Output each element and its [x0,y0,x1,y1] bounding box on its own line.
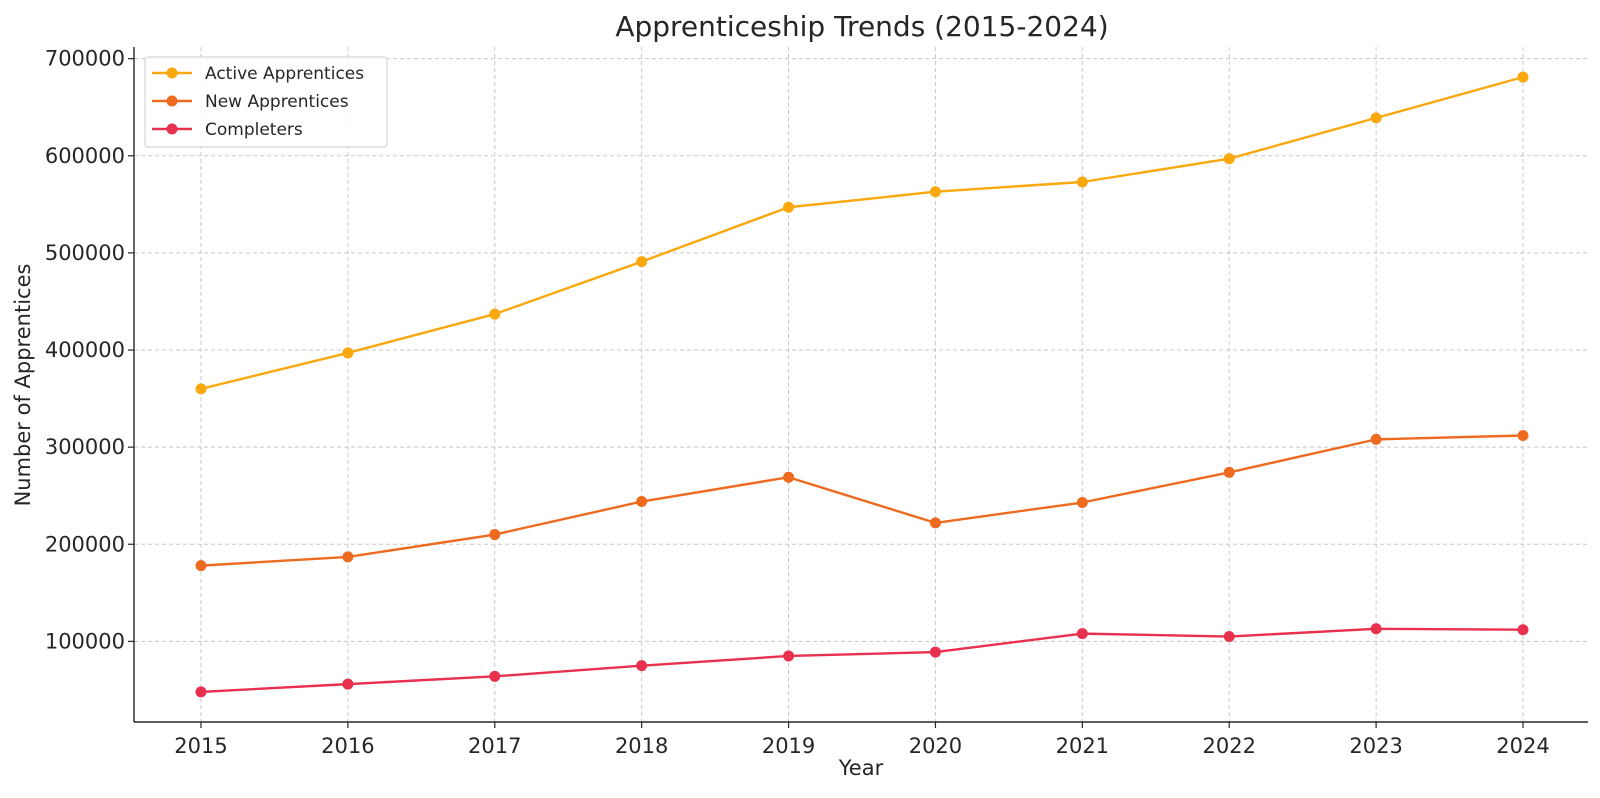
series-active-apprentices [195,71,1529,395]
data-point [195,686,207,698]
data-point [489,308,501,320]
data-point [195,560,207,572]
series-line [200,627,1524,694]
x-tick-label: 2024 [1496,734,1549,758]
series-line [200,75,1524,391]
data-point [783,471,795,483]
axes-layer [133,47,1588,723]
x-tick-label: 2021 [1056,734,1109,758]
data-point [1517,71,1529,83]
data-point [1076,497,1088,509]
data-point [342,347,354,359]
data-point [929,186,941,198]
y-tick-label: 600000 [45,144,125,168]
x-axis-label: Year [838,756,884,780]
x-tick-label: 2017 [468,734,521,758]
x-tick-label: 2019 [762,734,815,758]
x-tick-label: 2015 [174,734,227,758]
legend-label: Completers [205,120,303,140]
data-point [1370,112,1382,124]
data-point [783,201,795,213]
y-tick-label: 500000 [45,241,125,265]
legend-item: Active Apprentices [152,64,364,84]
data-point [342,678,354,690]
series-line [200,434,1524,567]
y-tick-label: 700000 [45,47,125,71]
data-point [1223,466,1235,478]
y-tick-label: 400000 [45,338,125,362]
series-completers [195,623,1529,698]
y-ticks-layer: 100000 200000 300000 400000 500000 600000 7000… [45,47,134,653]
data-point [1517,429,1529,441]
data-point [1076,628,1088,640]
data-point [636,256,648,268]
data-point [489,529,501,541]
data-point [342,551,354,563]
data-point [1223,153,1235,165]
data-point [783,650,795,662]
x-tick-label: 2016 [321,734,374,758]
x-tick-label: 2020 [909,734,962,758]
x-tick-label: 2018 [615,734,668,758]
y-tick-label: 200000 [45,532,125,556]
data-point [929,646,941,658]
data-point [1370,433,1382,445]
grid-layer [134,47,1588,722]
y-tick-label: 300000 [45,435,125,459]
y-axis-label: Number of Apprentices [11,264,35,507]
legend-label: New Apprentices [205,92,349,112]
legend-swatch-marker [166,123,178,135]
legend-items: Active Apprentices New Apprentices Complet… [152,64,364,140]
legend-swatch-marker [166,67,178,79]
data-point [636,496,648,508]
legend-item: New Apprentices [152,92,349,112]
legend-swatch-marker [166,95,178,107]
data-point [1223,631,1235,643]
x-ticks-layer: 2015 2016 2017 2018 2019 2020 2021 2022 2023 2024 [174,722,1550,758]
data-point [1076,176,1088,188]
chart-title: Apprenticeship Trends (2015-2024) [615,10,1108,43]
legend-item: Completers [152,120,303,140]
series-new-apprentices [195,429,1529,572]
data-point [195,383,207,395]
x-tick-label: 2022 [1202,734,1255,758]
x-tick-label: 2023 [1349,734,1402,758]
series-layer [195,71,1529,698]
data-point [1370,623,1382,635]
legend: Active Apprentices New Apprentices Complet… [144,56,388,148]
data-point [929,517,941,529]
legend-frame [144,56,388,148]
data-point [636,660,648,672]
y-tick-label: 100000 [45,629,125,653]
legend-label: Active Apprentices [205,64,364,84]
data-point [489,670,501,682]
data-point [1517,624,1529,636]
